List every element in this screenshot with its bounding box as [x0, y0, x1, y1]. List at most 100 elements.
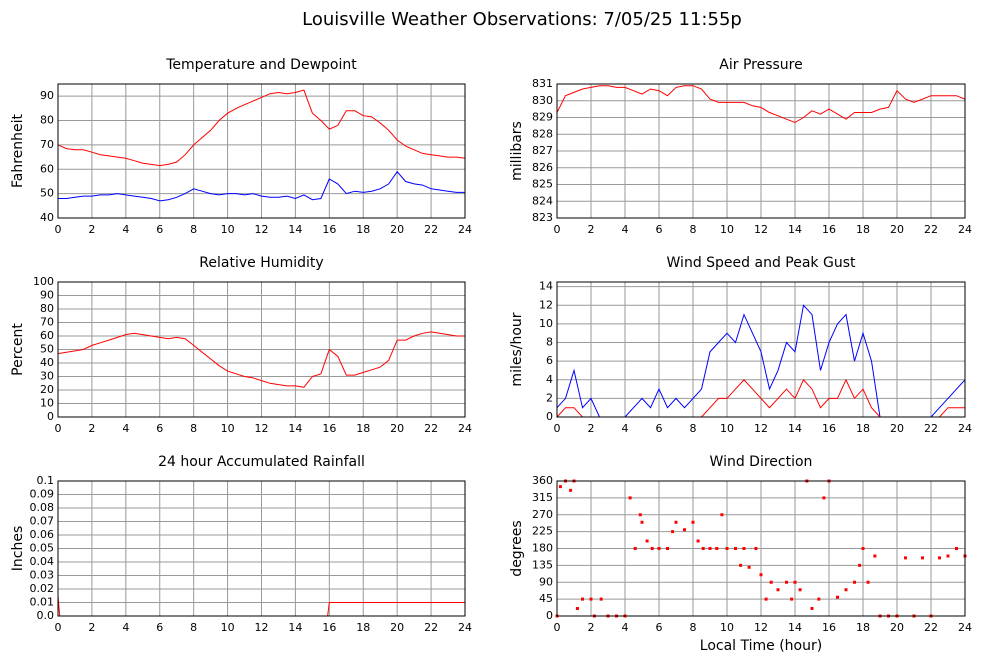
data-point — [776, 588, 780, 592]
data-point — [764, 597, 768, 601]
x-tick-label: 0 — [554, 223, 561, 236]
x-tick-label: 4 — [622, 621, 629, 634]
x-tick-label: 6 — [656, 223, 663, 236]
data-point — [747, 565, 751, 569]
y-tick-label: 225 — [532, 525, 553, 538]
x-tick-label: 20 — [390, 223, 404, 236]
data-point — [955, 547, 958, 550]
x-tick-label: 18 — [856, 621, 870, 634]
x-tick-label: 0 — [55, 422, 62, 435]
y-tick-label: 0.08 — [30, 501, 55, 514]
data-point — [866, 580, 870, 584]
y-tick-label: 0.03 — [30, 569, 55, 582]
y-tick-label: 270 — [532, 508, 553, 521]
plot-frame — [556, 83, 966, 219]
data-point — [633, 547, 637, 550]
x-tick-label: 24 — [458, 223, 472, 236]
plot-frame — [556, 281, 966, 418]
data-point — [946, 554, 950, 558]
data-line — [57, 89, 466, 167]
data-point — [861, 547, 865, 550]
x-tick-label: 12 — [754, 223, 768, 236]
x-tick-label: 16 — [822, 621, 836, 634]
chart-title: Wind Speed and Peak Gust — [667, 255, 856, 271]
y-tick-label: 180 — [532, 542, 553, 555]
x-tick-label: 22 — [424, 223, 438, 236]
data-point — [645, 539, 649, 543]
plot-frame — [57, 83, 466, 219]
data-point — [739, 563, 743, 567]
y-axis-label: millibars — [509, 121, 525, 181]
y-tick-label: 60 — [40, 162, 54, 175]
data-line — [556, 85, 966, 124]
y-tick-label: 315 — [532, 491, 553, 504]
y-tick-label: 0.04 — [30, 555, 55, 568]
x-tick-label: 0 — [55, 223, 62, 236]
y-tick-label: 827 — [532, 144, 553, 157]
data-point — [708, 547, 712, 550]
data-point — [558, 485, 562, 489]
x-tick-label: 8 — [690, 422, 697, 435]
x-tick-label: 12 — [255, 621, 269, 634]
data-point — [873, 554, 877, 558]
chart-title: Temperature and Dewpoint — [165, 57, 357, 73]
y-tick-label: 12 — [539, 298, 553, 311]
x-tick-label: 20 — [890, 223, 904, 236]
x-tick-label: 22 — [924, 223, 938, 236]
y-tick-label: 0.1 — [37, 474, 55, 487]
data-point — [599, 597, 603, 601]
x-tick-label: 20 — [390, 422, 404, 435]
y-tick-label: 828 — [532, 127, 553, 140]
data-point — [822, 496, 826, 500]
x-tick-label: 10 — [221, 223, 235, 236]
y-tick-label: 90 — [539, 575, 553, 588]
data-point — [720, 513, 724, 517]
x-tick-label: 20 — [390, 621, 404, 634]
x-tick-label: 2 — [88, 621, 95, 634]
data-point — [657, 547, 661, 550]
x-tick-label: 8 — [690, 223, 697, 236]
y-tick-label: 70 — [40, 138, 54, 151]
x-tick-label: 24 — [458, 422, 472, 435]
data-point — [696, 539, 700, 543]
x-tick-label: 4 — [122, 621, 129, 634]
x-tick-label: 16 — [822, 223, 836, 236]
data-point — [921, 556, 924, 560]
x-tick-label: 2 — [88, 422, 95, 435]
x-tick-label: 12 — [255, 223, 269, 236]
y-tick-label: 10 — [539, 317, 553, 330]
x-tick-label: 14 — [788, 223, 802, 236]
y-tick-label: 60 — [40, 329, 54, 342]
data-point — [734, 547, 737, 550]
x-tick-label: 0 — [554, 621, 561, 634]
data-point — [742, 547, 746, 550]
data-point — [674, 520, 678, 524]
x-tick-label: 12 — [754, 422, 768, 435]
x-tick-label: 8 — [690, 621, 697, 634]
data-point — [790, 597, 794, 601]
data-point — [691, 520, 695, 524]
y-tick-label: 50 — [40, 187, 54, 200]
x-tick-label: 4 — [622, 422, 629, 435]
data-point — [793, 580, 797, 584]
data-point — [836, 595, 839, 599]
y-tick-label: 90 — [40, 289, 54, 302]
data-point — [638, 513, 642, 517]
y-tick-label: 823 — [532, 211, 553, 224]
x-tick-label: 8 — [190, 422, 197, 435]
x-tick-label: 0 — [55, 621, 62, 634]
data-line — [58, 170, 465, 202]
data-point — [569, 488, 573, 492]
y-tick-label: 8 — [546, 336, 553, 349]
data-point — [938, 556, 941, 560]
y-tick-label: 40 — [40, 356, 54, 369]
y-tick-label: 829 — [532, 111, 553, 124]
x-tick-label: 10 — [720, 621, 734, 634]
x-tick-label: 12 — [754, 621, 768, 634]
x-tick-label: 2 — [588, 223, 595, 236]
y-tick-label: 30 — [40, 370, 54, 383]
x-tick-label: 22 — [924, 422, 938, 435]
y-tick-label: 0 — [47, 410, 54, 423]
data-point — [683, 528, 686, 532]
y-tick-label: 100 — [33, 275, 54, 288]
